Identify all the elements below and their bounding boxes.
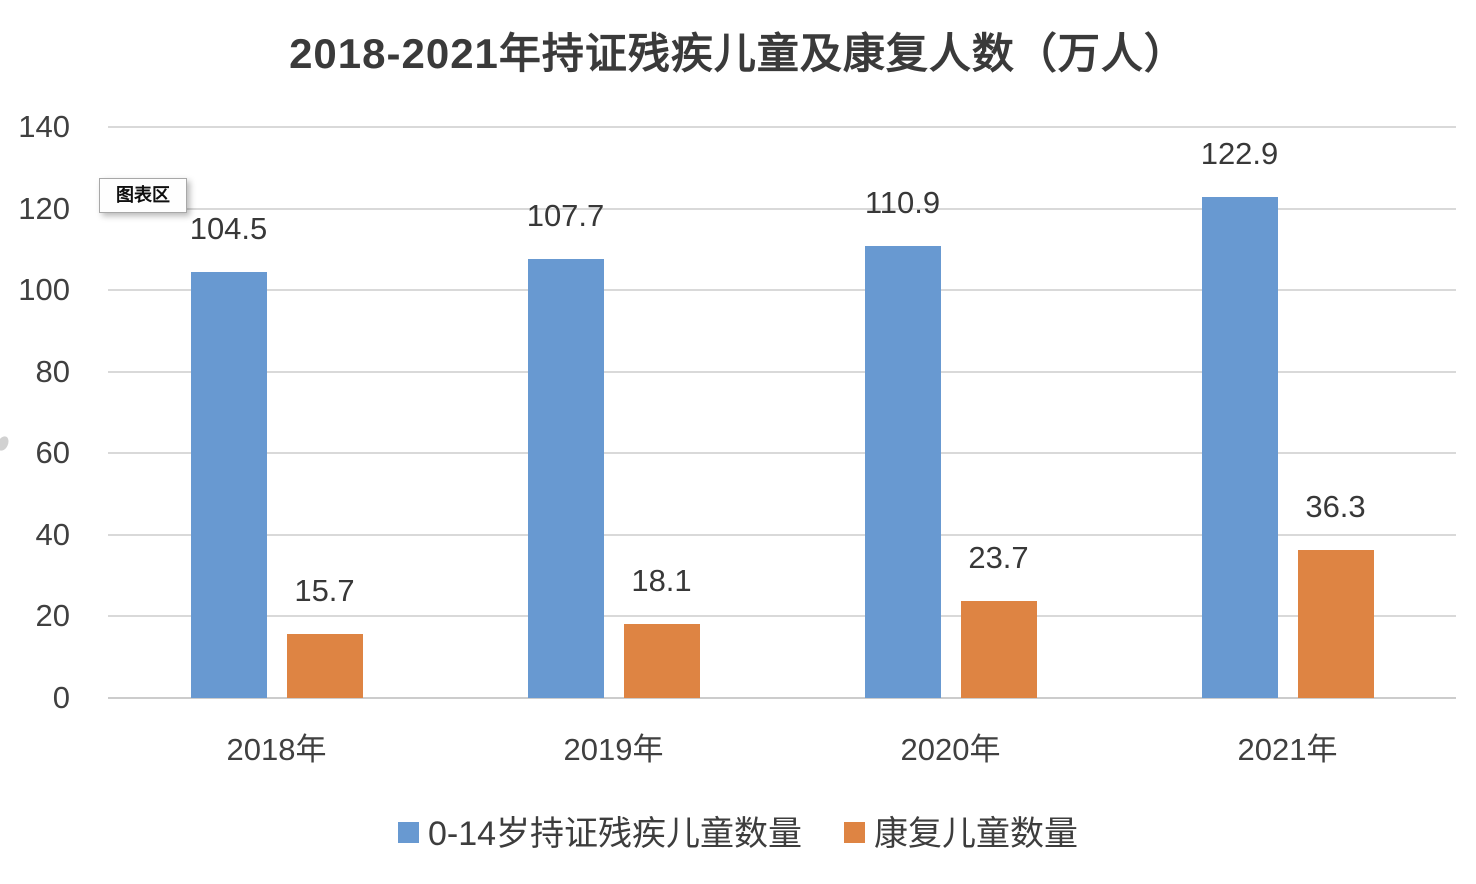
bar-disabled-children-2021年[interactable] (1201, 196, 1278, 698)
legend-item-rehab-children[interactable]: 康复儿童数量 (844, 806, 1078, 855)
bar-rehab-children-2021年[interactable] (1297, 549, 1374, 698)
y-tick-label: 80 (35, 353, 70, 389)
gridline (108, 452, 1456, 455)
legend-swatch-orange-icon (844, 821, 866, 843)
data-label: 23.7 (968, 540, 1029, 576)
x-axis-line (108, 697, 1456, 699)
x-tick-label: 2019年 (563, 732, 664, 767)
y-tick-label: 20 (35, 598, 70, 634)
gridline (108, 615, 1456, 618)
legend-swatch-blue-icon (397, 821, 419, 843)
y-tick-label: 140 (18, 109, 70, 144)
legend-label-disabled-children: 0-14岁持证残疾儿童数量 (427, 815, 803, 853)
data-label: 36.3 (1305, 488, 1366, 524)
bar-disabled-children-2018年[interactable] (190, 271, 267, 698)
legend: 0-14岁持证残疾儿童数量 康复儿童数量 (0, 806, 1476, 855)
x-tick-label: 2021年 (1237, 732, 1338, 767)
data-label: 18.1 (631, 563, 692, 599)
y-tick-label: 100 (18, 272, 70, 308)
data-label: 122.9 (1200, 135, 1279, 171)
y-tick-label: 0 (52, 680, 70, 715)
data-label: 107.7 (526, 197, 605, 233)
bar-rehab-children-2020年[interactable] (960, 601, 1037, 698)
gridline (108, 289, 1456, 292)
bar-rehab-children-2019年[interactable] (623, 624, 700, 698)
bar-disabled-children-2020年[interactable] (864, 245, 941, 698)
x-tick-label: 2018年 (226, 732, 327, 767)
gridline (108, 126, 1456, 128)
bar-rehab-children-2018年[interactable] (286, 633, 363, 698)
y-tick-label: 60 (35, 435, 70, 471)
data-label: 15.7 (294, 572, 355, 608)
gridline (108, 207, 1456, 210)
x-tick-label: 2020年 (900, 732, 1001, 767)
gridline (108, 533, 1456, 536)
chart-area-tooltip: 图表区 (99, 178, 187, 213)
bar-disabled-children-2019年[interactable] (527, 258, 604, 698)
y-tick-label: 40 (35, 516, 70, 552)
legend-label-rehab-children: 康复儿童数量 (874, 815, 1079, 853)
data-label: 110.9 (864, 184, 941, 220)
data-label: 104.5 (189, 210, 268, 246)
chart-title[interactable]: 2018-2021年持证残疾儿童及康复人数（万人） (289, 30, 1187, 77)
y-tick-label: 120 (18, 190, 70, 226)
legend-item-disabled-children[interactable]: 0-14岁持证残疾儿童数量 (397, 806, 803, 855)
gridline (108, 370, 1456, 373)
